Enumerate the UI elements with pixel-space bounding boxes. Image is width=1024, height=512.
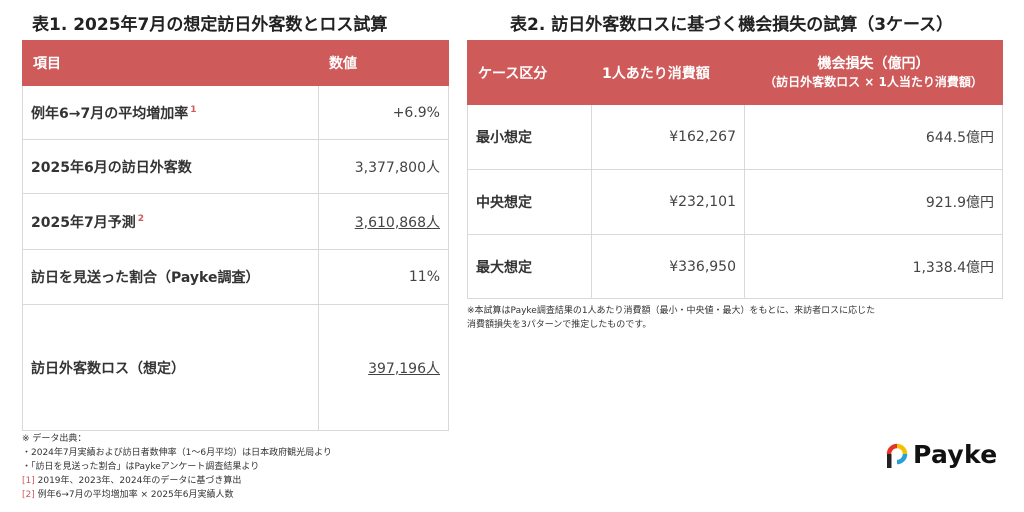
loss-value: 921.9億円 xyxy=(744,169,1003,235)
table-row: 例年6→7月の平均増加率 1 +6.9% xyxy=(22,85,449,140)
source-line-2: ・「訪日を見送った割合」はPaykeアンケート調査結果より xyxy=(22,462,260,472)
table2-header-case: ケース区分 xyxy=(467,40,592,105)
table2-header-loss: 機会損失（億円） （訪日外客数ロス × 1人当たり消費額） xyxy=(744,40,1003,105)
row-value: 11% xyxy=(318,249,449,305)
table2-header-row: ケース区分 1人あたり消費額 機会損失（億円） （訪日外客数ロス × 1人当たり… xyxy=(467,40,1003,105)
loss-value: 1,338.4億円 xyxy=(744,234,1003,299)
ref-note-1: [1] 2019年、2023年、2024年のデータに基づき算出 xyxy=(22,474,332,488)
table-row: 2025年6月の訪日外客数 3,377,800人 xyxy=(22,139,449,194)
case-label: 最小想定 xyxy=(467,104,592,170)
loss-header-label: 機会損失（億円） xyxy=(817,55,930,72)
ref-mark: [2] xyxy=(22,490,35,500)
ref-note-2: [2] 例年6→7月の平均増加率 × 2025年6月実績人数 xyxy=(22,488,332,502)
table-row: 訪日外客数ロス（想定） 397,196人 xyxy=(22,304,449,431)
footnote-ref: 1 xyxy=(190,104,197,115)
row-label: 2025年6月の訪日外客数 xyxy=(31,159,192,176)
table1-title: 表1. 2025年7月の想定訪日外客数とロス試算 xyxy=(32,15,388,35)
case-label: 最大想定 xyxy=(467,234,592,299)
case-label: 中央想定 xyxy=(467,169,592,235)
row-value: +6.9% xyxy=(318,85,449,140)
table1-header-item: 項目 xyxy=(22,40,319,86)
table2-note: ※本試算はPayke調査結果の1人あたり消費額（最小・中央値・最大）をもとに、来… xyxy=(467,306,876,330)
row-label: 例年6→7月の平均増加率 xyxy=(31,105,189,122)
ref-mark: [1] xyxy=(22,476,35,486)
table1-header-value: 数値 xyxy=(318,40,449,86)
row-label: 訪日外客数ロス（想定） xyxy=(31,360,185,377)
table2: ケース区分 1人あたり消費額 機会損失（億円） （訪日外客数ロス × 1人当たり… xyxy=(467,40,1003,299)
payke-logo-text: Payke xyxy=(913,439,998,469)
table2-header-per-person: 1人あたり消費額 xyxy=(591,40,745,105)
table1: 項目 数値 例年6→7月の平均増加率 1 +6.9% 2025年6月の訪日外客数 … xyxy=(22,40,449,431)
table2-title: 表2. 訪日外客数ロスに基づく機会損失の試算（3ケース） xyxy=(510,15,954,35)
table-row: 最小想定 ¥162,267 644.5億円 xyxy=(467,104,1003,170)
ref-text: 例年6→7月の平均増加率 × 2025年6月実績人数 xyxy=(34,490,234,500)
source-line-1: ・2024年7月実績および訪日者数伸率（1〜6月平均）は日本政府観光局より xyxy=(22,448,332,458)
footnote-ref: 2 xyxy=(137,213,144,224)
row-value: 397,196人 xyxy=(368,360,440,377)
row-label: 2025年7月予測 xyxy=(31,214,136,231)
table-row: 2025年7月予測 2 3,610,868人 xyxy=(22,193,449,250)
loss-header-sub: （訪日外客数ロス × 1人当たり消費額） xyxy=(764,74,983,89)
table-row: 中央想定 ¥232,101 921.9億円 xyxy=(467,169,1003,235)
source-title: ※ データ出典： xyxy=(22,434,87,444)
table-row: 訪日を見送った割合（Payke調査） 11% xyxy=(22,249,449,305)
row-value: 3,377,800人 xyxy=(318,139,449,194)
per-person-value: ¥162,267 xyxy=(591,104,745,170)
table-row: 最大想定 ¥336,950 1,338.4億円 xyxy=(467,234,1003,299)
per-person-value: ¥336,950 xyxy=(591,234,745,299)
per-person-value: ¥232,101 xyxy=(591,169,745,235)
row-label: 訪日を見送った割合（Payke調査） xyxy=(31,270,260,286)
ref-text: 2019年、2023年、2024年のデータに基づき算出 xyxy=(34,476,242,486)
data-source-notes: ※ データ出典： ・2024年7月実績および訪日者数伸率（1〜6月平均）は日本政… xyxy=(22,432,332,502)
payke-logo: Payke xyxy=(886,439,997,469)
payke-logo-icon xyxy=(886,443,908,468)
table1-header-row: 項目 数値 xyxy=(22,40,449,86)
row-value: 3,610,868人 xyxy=(354,214,440,231)
loss-value: 644.5億円 xyxy=(744,104,1003,170)
